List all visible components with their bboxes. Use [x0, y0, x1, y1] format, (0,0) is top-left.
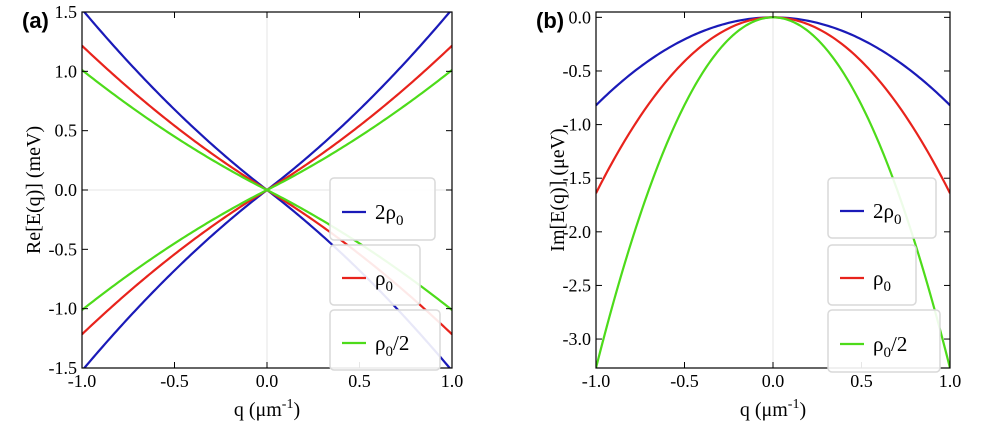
panel-label: (a) — [22, 8, 49, 33]
y-tick-label: -1.0 — [49, 299, 78, 319]
legend-label: ρ0/2 — [873, 332, 907, 361]
legend-box — [827, 309, 941, 373]
y-tick-label: -1.5 — [563, 168, 592, 188]
y-tick-label: 0.0 — [569, 7, 592, 27]
x-tick-label: -1.0 — [68, 371, 97, 391]
y-tick-label: -1.0 — [563, 115, 592, 135]
x-tick-label: -0.5 — [670, 371, 699, 391]
x-tick-label: 0.5 — [850, 371, 873, 391]
x-tick-label: 0.5 — [348, 371, 371, 391]
y-tick-label: 0.0 — [55, 180, 78, 200]
x-tick-label: -1.0 — [582, 371, 611, 391]
legend-entry-green: ρ0/2 — [827, 309, 941, 373]
series-group — [82, 12, 452, 368]
legend-label: 2ρ0 — [873, 199, 901, 228]
legend-box — [329, 177, 436, 241]
legend-label: 2ρ0 — [375, 200, 403, 229]
y-tick-label: 1.5 — [55, 2, 78, 22]
legend-entry-blue: 2ρ0 — [827, 177, 937, 239]
x-tick-label: -0.5 — [160, 371, 189, 391]
legend-box — [329, 244, 421, 306]
legend-label: ρ0 — [873, 266, 891, 295]
chart-panel-b: -1.0 -0.5 0.0 0.5 1.0 0.0 -0.5 -1.0 -1.5 -2.0 -2.5… — [536, 7, 961, 421]
x-axis-label: q (μm-1) — [234, 397, 300, 421]
legend-label: ρ0/2 — [375, 331, 409, 360]
y-tick-label: -0.5 — [49, 239, 78, 259]
y-tick-label: -2.5 — [563, 275, 592, 295]
chart-panel-a: -1.0 -0.5 0.0 0.5 1.01.51.00.50.0-0.5-1.0-1.… — [22, 2, 463, 421]
x-tick-label: 0.0 — [762, 371, 785, 391]
legend-box — [827, 244, 917, 306]
legend-label: ρ0 — [375, 266, 393, 295]
x-axis-label: q (μm-1) — [740, 397, 806, 421]
y-tick-label: 1.0 — [55, 61, 78, 81]
y-tick-label: -2.0 — [563, 222, 592, 242]
x-tick-label: 1.0 — [939, 371, 962, 391]
y-axis-label: Im[E(q)] (μeV) — [547, 128, 569, 251]
y-tick-label: 0.5 — [55, 121, 78, 141]
legend-entry-blue: 2ρ0 — [329, 177, 436, 241]
y-axis-label: Re[E(q)] (meV) — [23, 126, 45, 254]
panel-label: (b) — [536, 8, 564, 33]
y-tick-label: -3.0 — [563, 329, 592, 349]
x-tick-label: 0.0 — [256, 371, 279, 391]
legend-entry-red: ρ0 — [329, 244, 421, 306]
legend-box — [329, 309, 441, 371]
x-tick-label: 1.0 — [441, 371, 464, 391]
y-tick-label: -0.5 — [563, 61, 592, 81]
y-tick-label: -1.5 — [49, 358, 78, 378]
legend-box — [827, 177, 937, 239]
legend-entry-green: ρ0/2 — [329, 309, 441, 371]
legend-entry-red: ρ0 — [827, 244, 917, 306]
